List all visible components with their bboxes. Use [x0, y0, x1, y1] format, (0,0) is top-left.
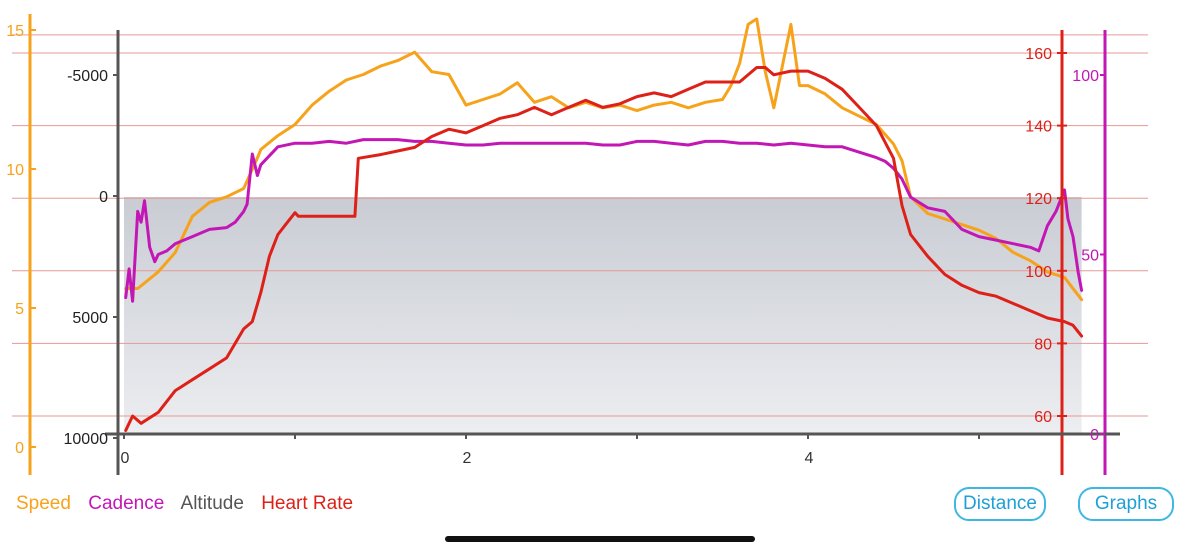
hr-tick-label-60: 60 — [1034, 409, 1052, 426]
hr-tick-label-120: 120 — [1025, 191, 1052, 208]
series-heart-rate — [124, 66, 1084, 432]
altitude-tick-label-0: 0 — [99, 189, 108, 206]
legend-speed: Speed — [16, 493, 71, 514]
speed-tick-label-10: 10 — [6, 162, 24, 179]
series-speed — [124, 17, 1084, 302]
altitude-tick-label-5000: 5000 — [72, 310, 108, 327]
legend-altitude: Altitude — [180, 493, 244, 514]
hr-tick-label-140: 140 — [1025, 119, 1052, 136]
x-tick-label-4: 4 — [805, 450, 814, 467]
distance-button[interactable]: Distance — [954, 487, 1046, 521]
speed-tick-label-15: 15 — [6, 23, 24, 40]
hr-tick-label-100: 100 — [1025, 264, 1052, 281]
altitude-tick-label-10000: 10000 — [64, 431, 109, 448]
altitude-tick-label--5000: -5000 — [67, 68, 108, 85]
altitude-area — [124, 196, 1082, 434]
graphs-button[interactable]: Graphs — [1078, 487, 1174, 521]
cadence-tick-label-0: 0 — [1090, 427, 1099, 444]
legend-heart-rate: Heart Rate — [261, 493, 354, 514]
hr-tick-label-80: 80 — [1034, 336, 1052, 353]
chart-legend: Speed Cadence Altitude Heart Rate — [16, 493, 365, 515]
cadence-tick-label-50: 50 — [1081, 248, 1099, 265]
home-indicator[interactable] — [445, 536, 755, 542]
speed-tick-label-5: 5 — [15, 301, 24, 318]
series-cadence — [124, 138, 1084, 303]
hr-tick-label-160: 160 — [1025, 46, 1052, 63]
x-tick-label-2: 2 — [463, 450, 472, 467]
cadence-tick-label-100: 100 — [1072, 68, 1099, 85]
legend-cadence: Cadence — [88, 493, 165, 514]
speed-tick-label-0: 0 — [15, 440, 24, 457]
x-tick-label-0: 0 — [121, 450, 130, 467]
